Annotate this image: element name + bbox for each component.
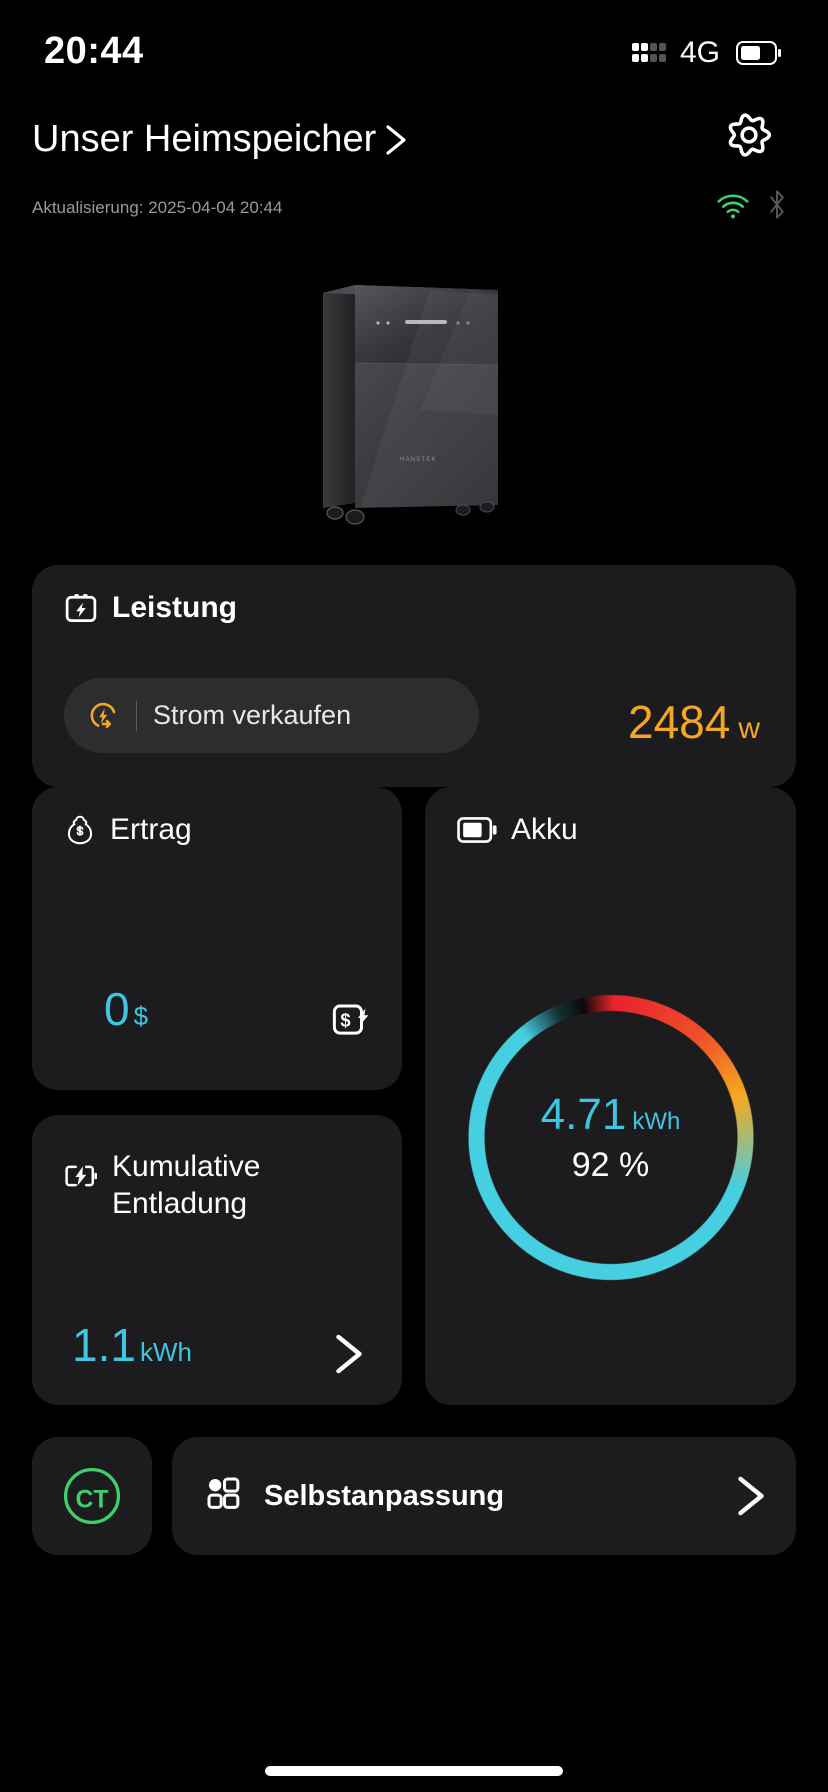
- svg-text:$: $: [340, 1010, 350, 1031]
- svg-text:HANSTEK: HANSTEK: [400, 457, 437, 463]
- svg-text:CT: CT: [76, 1487, 109, 1514]
